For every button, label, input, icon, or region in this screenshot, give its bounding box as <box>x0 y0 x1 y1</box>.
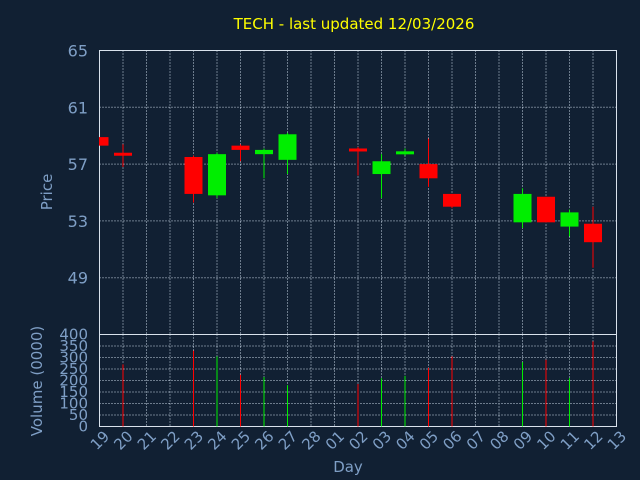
price-tick-label: 65 <box>68 42 88 61</box>
candle-03 <box>372 154 391 199</box>
x-tick-label: 20 <box>110 427 136 453</box>
x-tick-label: 21 <box>134 427 160 453</box>
candle-body <box>255 149 273 155</box>
candle-body <box>231 145 250 150</box>
x-tick-label: 13 <box>604 427 630 453</box>
price-tick-label: 49 <box>68 269 88 288</box>
x-tick-label: 11 <box>557 427 583 453</box>
candle-02 <box>349 147 367 176</box>
x-tick-label: 06 <box>439 427 465 453</box>
candle-body <box>99 137 109 146</box>
x-axis-label: Day <box>333 458 363 476</box>
x-tick-label: 23 <box>181 427 207 453</box>
x-tick-label: 27 <box>275 427 301 453</box>
volume-tick-label: 0 <box>78 418 88 436</box>
volume-tick-label: 400 <box>59 326 88 344</box>
x-tick-label: 03 <box>369 427 395 453</box>
x-tick-label: 12 <box>580 427 606 453</box>
x-tick-label: 10 <box>533 427 559 453</box>
x-tick-label: 26 <box>251 427 277 453</box>
price-tick-label: 57 <box>68 155 88 174</box>
candle-26 <box>255 148 273 179</box>
candle-06 <box>443 193 461 209</box>
x-tick-label: 25 <box>228 427 254 453</box>
price-axis-ticks: 49 53 57 61 65 <box>68 42 88 288</box>
candle-body <box>584 223 602 243</box>
candle-20 <box>114 144 132 167</box>
candle-body <box>184 157 203 194</box>
candle-body <box>419 164 438 179</box>
candle-24 <box>208 152 226 199</box>
price-axis-label: Price <box>38 174 56 211</box>
volume-tick-label: 200 <box>59 372 88 390</box>
price-grid <box>99 50 617 335</box>
volume-tick-label: 250 <box>59 360 88 378</box>
candle-body <box>513 193 532 223</box>
volume-bars-layer <box>122 341 594 427</box>
x-tick-label: 01 <box>322 427 348 453</box>
candle-09 <box>513 188 532 228</box>
x-tick-label: 09 <box>510 427 536 453</box>
candle-23 <box>184 155 203 203</box>
candle-body <box>114 152 132 156</box>
candle-body <box>396 151 414 155</box>
price-tick-label: 53 <box>68 212 88 231</box>
x-axis-ticks: 1920212223242526272801020304050607080910… <box>87 427 630 453</box>
x-tick-label: 07 <box>463 427 489 453</box>
candle-11 <box>560 209 579 237</box>
volume-tick-label: 350 <box>59 337 88 355</box>
candle-body <box>349 148 367 152</box>
candles-layer <box>99 132 602 268</box>
candle-10 <box>537 196 555 223</box>
volume-tick-label: 50 <box>69 406 88 424</box>
candle-body <box>372 161 391 175</box>
chart-title: TECH - last updated 12/03/2026 <box>233 15 475 33</box>
candle-body <box>208 154 226 196</box>
x-tick-label: 19 <box>87 427 113 453</box>
candle-19 <box>99 137 109 146</box>
candle-body <box>443 193 461 207</box>
volume-axis-label: Volume (0000) <box>28 326 46 436</box>
x-tick-label: 22 <box>157 427 183 453</box>
x-tick-label: 05 <box>416 427 442 453</box>
x-tick-label: 08 <box>486 427 512 453</box>
x-tick-label: 02 <box>345 427 371 453</box>
candle-27 <box>278 132 297 175</box>
candle-body <box>278 134 297 160</box>
x-tick-label: 04 <box>392 427 418 453</box>
candle-body <box>560 212 579 227</box>
price-tick-label: 61 <box>68 98 88 117</box>
x-tick-label: 24 <box>204 427 230 453</box>
candle-25 <box>231 144 250 162</box>
candle-12 <box>584 206 602 268</box>
volume-tick-label: 300 <box>59 349 88 367</box>
candle-body <box>537 196 555 223</box>
candle-04 <box>396 148 414 156</box>
x-tick-label: 28 <box>298 427 324 453</box>
volume-tick-label: 100 <box>59 395 88 413</box>
candle-05 <box>419 138 438 187</box>
volume-tick-label: 150 <box>59 383 88 401</box>
